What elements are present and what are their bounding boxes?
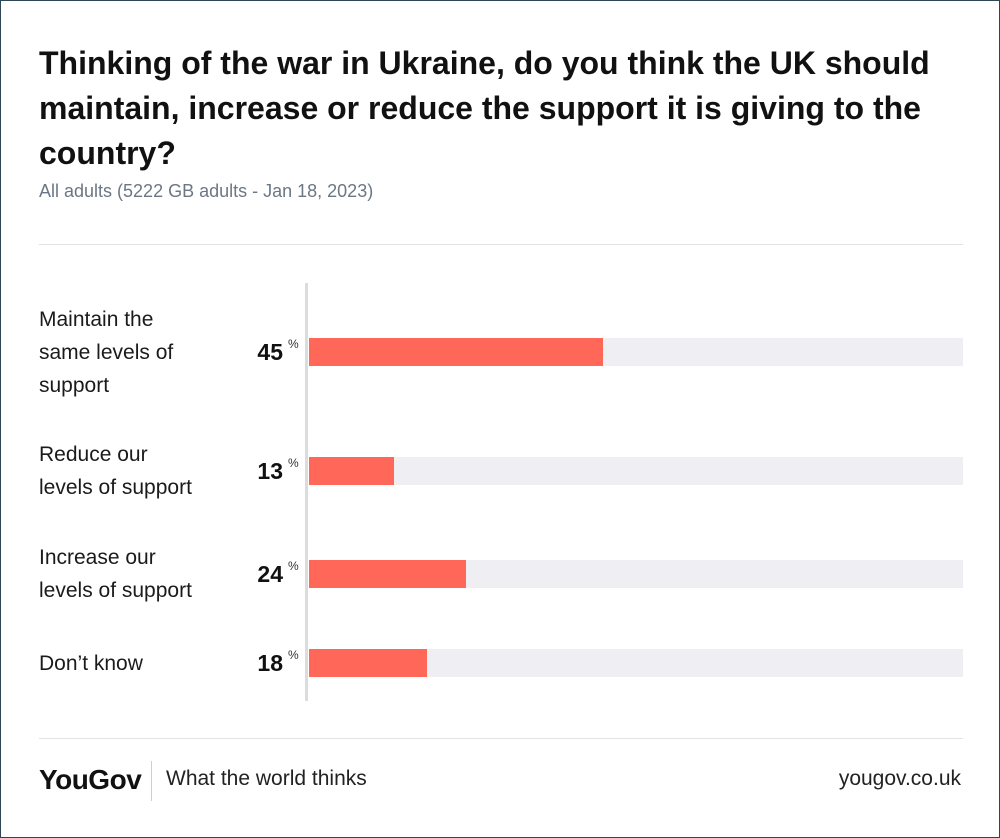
bar-track bbox=[309, 457, 963, 485]
chart-subtitle: All adults (5222 GB adults - Jan 18, 202… bbox=[39, 181, 374, 201]
category-label-line: Maintain the bbox=[39, 307, 154, 331]
category-label-line: Reduce our bbox=[39, 443, 148, 466]
bottom-divider bbox=[39, 738, 963, 739]
category-label: Reduce our levels of support bbox=[39, 438, 229, 504]
category-label-line: Increase our bbox=[39, 546, 156, 569]
bar bbox=[309, 649, 427, 677]
chart-title: Thinking of the war in Ukraine, do you t… bbox=[39, 45, 930, 171]
axis-line bbox=[305, 283, 308, 701]
bar bbox=[309, 457, 395, 485]
category-label: Don’t know bbox=[39, 647, 229, 680]
category-label-line: levels of support bbox=[39, 476, 192, 499]
data-label: 45 bbox=[257, 339, 283, 365]
footer-url[interactable]: yougov.co.uk bbox=[838, 767, 961, 790]
percent-unit: % bbox=[288, 648, 299, 662]
data-label: 24 bbox=[257, 561, 283, 587]
category-label-line: Don’t know bbox=[39, 651, 143, 675]
category-label-line: levels of support bbox=[39, 579, 192, 602]
category-label: Maintain the same levels of support bbox=[39, 303, 229, 402]
percent-unit: % bbox=[288, 456, 299, 470]
data-label: 13 bbox=[257, 458, 283, 484]
percent-unit: % bbox=[288, 559, 299, 573]
category-label-line: same levels of bbox=[39, 340, 174, 364]
bar bbox=[309, 560, 466, 588]
footer-divider bbox=[151, 761, 152, 801]
percent-unit: % bbox=[288, 337, 299, 351]
top-divider bbox=[39, 244, 963, 245]
yougov-logo: YouGov bbox=[39, 764, 142, 795]
category-label: Increase our levels of support bbox=[39, 541, 229, 607]
data-label: 18 bbox=[257, 650, 283, 676]
category-label-line: support bbox=[39, 373, 110, 397]
bar bbox=[309, 338, 604, 366]
footer-tagline: What the world thinks bbox=[166, 767, 367, 790]
